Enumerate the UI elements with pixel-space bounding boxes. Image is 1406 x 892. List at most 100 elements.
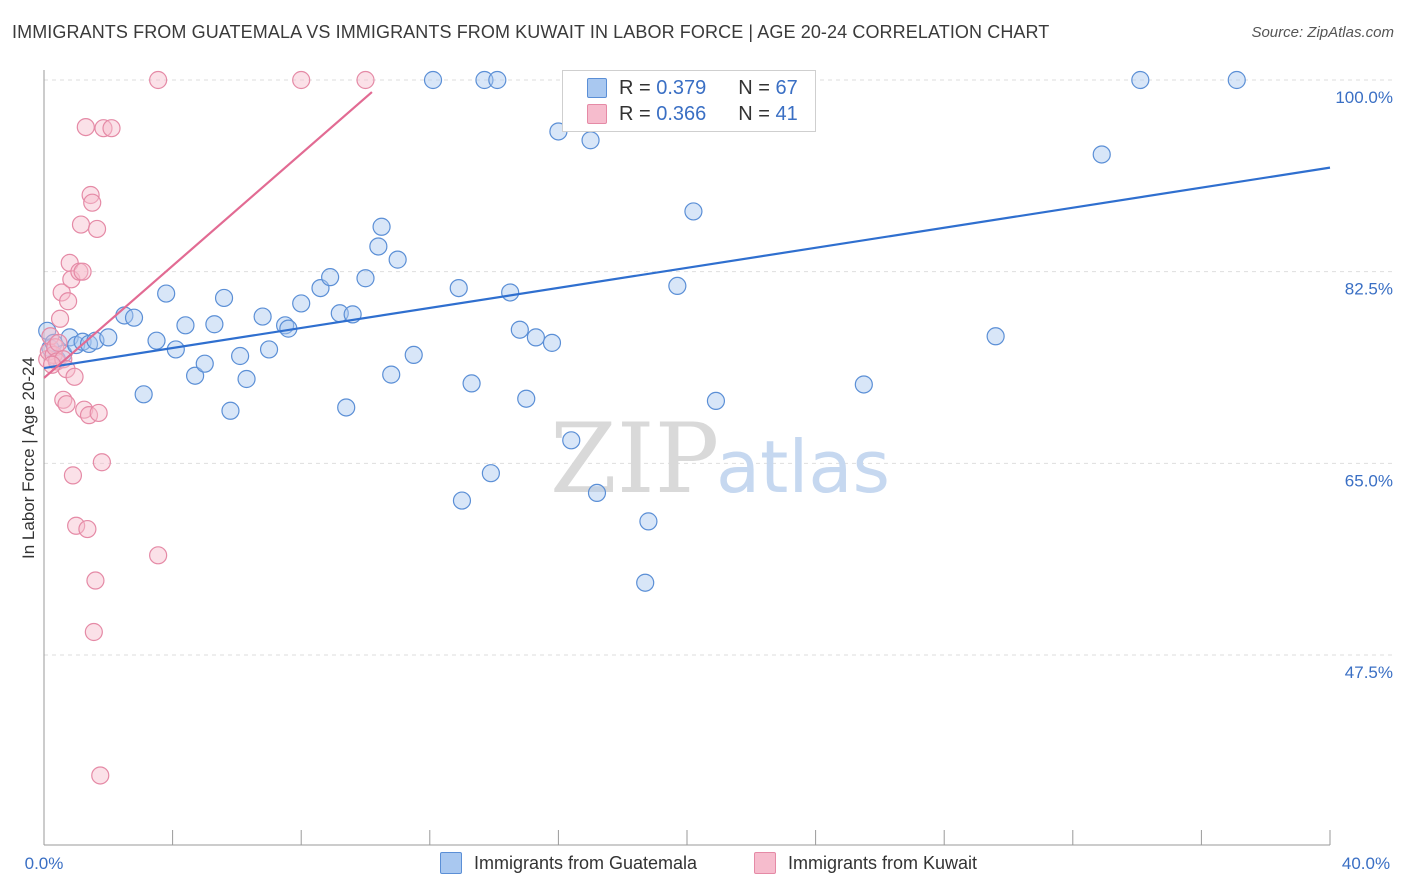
point-kuwait[interactable] [149, 70, 168, 90]
legend-n-value-guatemala: 67 [775, 76, 798, 99]
point-guatemala[interactable] [639, 512, 658, 531]
y-tick-label: 47.5% [1345, 663, 1393, 682]
point-guatemala[interactable] [1227, 70, 1246, 90]
point-guatemala[interactable] [321, 268, 340, 287]
point-kuwait[interactable] [102, 119, 121, 138]
point-guatemala[interactable] [176, 316, 195, 335]
point-guatemala[interactable] [1131, 70, 1150, 90]
point-kuwait[interactable] [84, 622, 103, 642]
series-legend: Immigrants from Guatemala Immigrants fro… [0, 852, 1406, 878]
series-guatemala [38, 70, 1246, 592]
point-kuwait[interactable] [75, 400, 94, 419]
point-guatemala[interactable] [195, 354, 214, 373]
point-kuwait[interactable] [81, 185, 100, 205]
point-guatemala[interactable] [854, 375, 873, 394]
point-guatemala[interactable] [562, 431, 581, 450]
point-kuwait[interactable] [149, 546, 168, 565]
legend-n-value-kuwait: 41 [775, 102, 798, 125]
point-kuwait[interactable] [78, 519, 97, 539]
legend-marker-kuwait [754, 852, 776, 874]
point-guatemala[interactable] [369, 237, 388, 256]
point-guatemala[interactable] [449, 278, 468, 298]
legend-item-guatemala[interactable]: Immigrants from Guatemala [440, 852, 697, 874]
point-guatemala[interactable] [462, 374, 481, 393]
point-guatemala[interactable] [581, 131, 600, 150]
legend-r-label: R = [619, 76, 651, 99]
point-kuwait[interactable] [83, 193, 102, 212]
point-kuwait[interactable] [71, 215, 91, 234]
trendline-guatemala [43, 166, 1331, 370]
legend-r-value-kuwait: 0.366 [656, 102, 707, 125]
point-guatemala[interactable] [636, 573, 655, 592]
point-guatemala[interactable] [356, 269, 375, 288]
point-guatemala[interactable] [452, 491, 472, 510]
legend-r-label: R = [619, 102, 651, 125]
legend-label-kuwait: Immigrants from Kuwait [788, 852, 978, 873]
point-kuwait[interactable] [49, 333, 68, 352]
point-guatemala[interactable] [706, 391, 726, 411]
point-guatemala[interactable] [124, 308, 144, 327]
point-guatemala[interactable] [587, 483, 607, 503]
legend-n-label: N = [738, 76, 770, 99]
point-guatemala[interactable] [423, 70, 443, 90]
point-kuwait[interactable] [67, 516, 86, 535]
legend-item-kuwait[interactable]: Immigrants from Kuwait [754, 852, 977, 874]
point-guatemala[interactable] [526, 328, 545, 347]
point-guatemala[interactable] [1092, 145, 1111, 164]
point-kuwait[interactable] [65, 367, 84, 386]
legend-swatch-guatemala [587, 78, 607, 98]
point-kuwait[interactable] [86, 571, 105, 590]
point-guatemala[interactable] [237, 369, 256, 389]
point-kuwait[interactable] [292, 70, 311, 90]
point-kuwait[interactable] [87, 219, 107, 239]
point-guatemala[interactable] [684, 202, 703, 221]
point-guatemala[interactable] [99, 328, 118, 347]
correlation-legend: R = 0.379 N = 67 R = 0.366 N = 41 [562, 70, 816, 132]
point-guatemala[interactable] [481, 464, 500, 483]
y-tick-label: 82.5% [1345, 280, 1393, 299]
point-guatemala[interactable] [253, 307, 272, 326]
watermark-zip: ZIP [550, 403, 719, 515]
point-kuwait[interactable] [59, 292, 78, 311]
point-guatemala[interactable] [205, 315, 224, 334]
point-guatemala[interactable] [292, 294, 311, 313]
point-guatemala[interactable] [986, 327, 1005, 346]
point-guatemala[interactable] [668, 276, 687, 296]
point-kuwait[interactable] [89, 403, 108, 423]
point-kuwait[interactable] [63, 466, 83, 485]
point-guatemala[interactable] [157, 284, 176, 303]
point-guatemala[interactable] [382, 365, 401, 384]
point-kuwait[interactable] [91, 766, 110, 785]
point-guatemala[interactable] [186, 366, 205, 385]
point-guatemala[interactable] [501, 283, 520, 302]
point-guatemala[interactable] [221, 401, 240, 420]
legend-r-value-guatemala: 0.379 [656, 76, 707, 99]
point-guatemala[interactable] [134, 385, 153, 404]
point-guatemala[interactable] [404, 345, 423, 365]
point-guatemala[interactable] [259, 340, 279, 359]
legend-row-guatemala: R = 0.379 N = 67 [587, 76, 798, 100]
point-guatemala[interactable] [475, 70, 494, 90]
point-guatemala[interactable] [517, 389, 536, 408]
point-guatemala[interactable] [337, 398, 356, 417]
x-tick-label-max: 40.0% [1342, 854, 1390, 873]
point-guatemala[interactable] [542, 333, 562, 352]
point-guatemala[interactable] [388, 250, 407, 269]
chart-title: IMMIGRANTS FROM GUATEMALA VS IMMIGRANTS … [12, 22, 1050, 42]
point-guatemala[interactable] [214, 288, 234, 308]
point-guatemala[interactable] [372, 217, 391, 236]
legend-n-label: N = [738, 102, 770, 125]
point-kuwait[interactable] [50, 309, 70, 328]
point-guatemala[interactable] [231, 346, 250, 366]
y-tick-label: 100.0% [1335, 88, 1393, 107]
point-guatemala[interactable] [488, 70, 507, 90]
point-kuwait[interactable] [356, 70, 375, 90]
point-kuwait[interactable] [76, 117, 95, 137]
point-kuwait[interactable] [92, 453, 111, 472]
legend-label-guatemala: Immigrants from Guatemala [474, 852, 698, 873]
point-guatemala[interactable] [510, 320, 529, 339]
point-guatemala[interactable] [147, 331, 166, 350]
point-kuwait[interactable] [73, 262, 92, 281]
point-kuwait[interactable] [57, 395, 76, 414]
